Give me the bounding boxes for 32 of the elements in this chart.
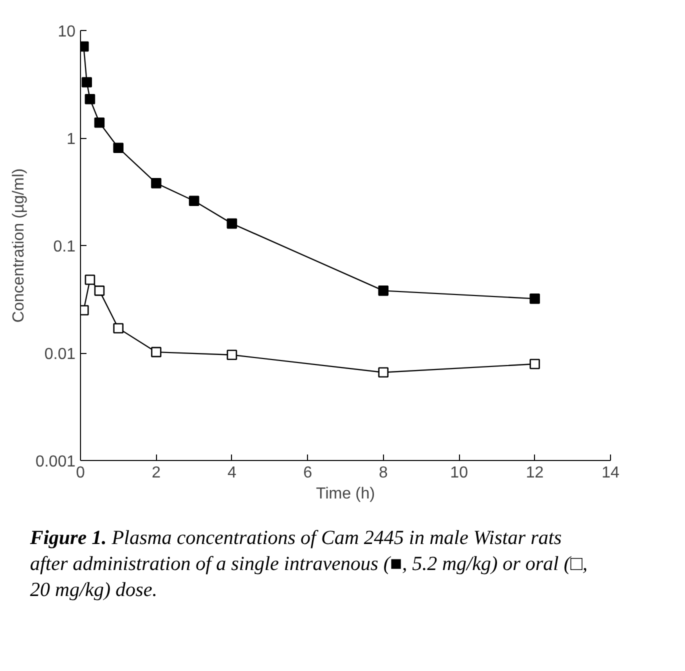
point	[226, 350, 238, 360]
x-tick-label: 6	[303, 464, 312, 482]
point	[226, 218, 238, 229]
point	[378, 286, 389, 296]
point	[82, 77, 92, 88]
point	[151, 178, 162, 188]
y-tick-label: 0.1	[53, 238, 76, 256]
point	[84, 94, 96, 104]
y-axis-title: Concentration (µg/ml)	[10, 168, 28, 323]
y-tick-label: 1	[66, 131, 76, 148]
point	[530, 358, 540, 370]
y-tick-label: 0.01	[44, 346, 76, 363]
point	[113, 323, 124, 334]
x-tick-label: 14	[602, 464, 620, 482]
point	[113, 142, 124, 153]
x-tick-label: 2	[152, 464, 161, 482]
point	[378, 367, 389, 378]
point	[151, 346, 162, 358]
y-tick-label: 0.001	[35, 454, 76, 470]
x-axis-title: Time (h)	[316, 486, 375, 502]
point	[94, 286, 105, 296]
point	[84, 274, 96, 285]
point	[94, 117, 105, 128]
x-tick-label: 12	[526, 464, 544, 482]
x-tick-label: 0	[76, 464, 86, 482]
x-tick-label: 4	[227, 464, 236, 482]
x-tick-label: 10	[450, 464, 468, 482]
x-tick-label: 8	[378, 464, 388, 482]
y-tick-label: 10	[58, 24, 76, 40]
point	[188, 196, 200, 206]
caption: Figure 1.	[30, 527, 107, 549]
point	[530, 294, 540, 304]
